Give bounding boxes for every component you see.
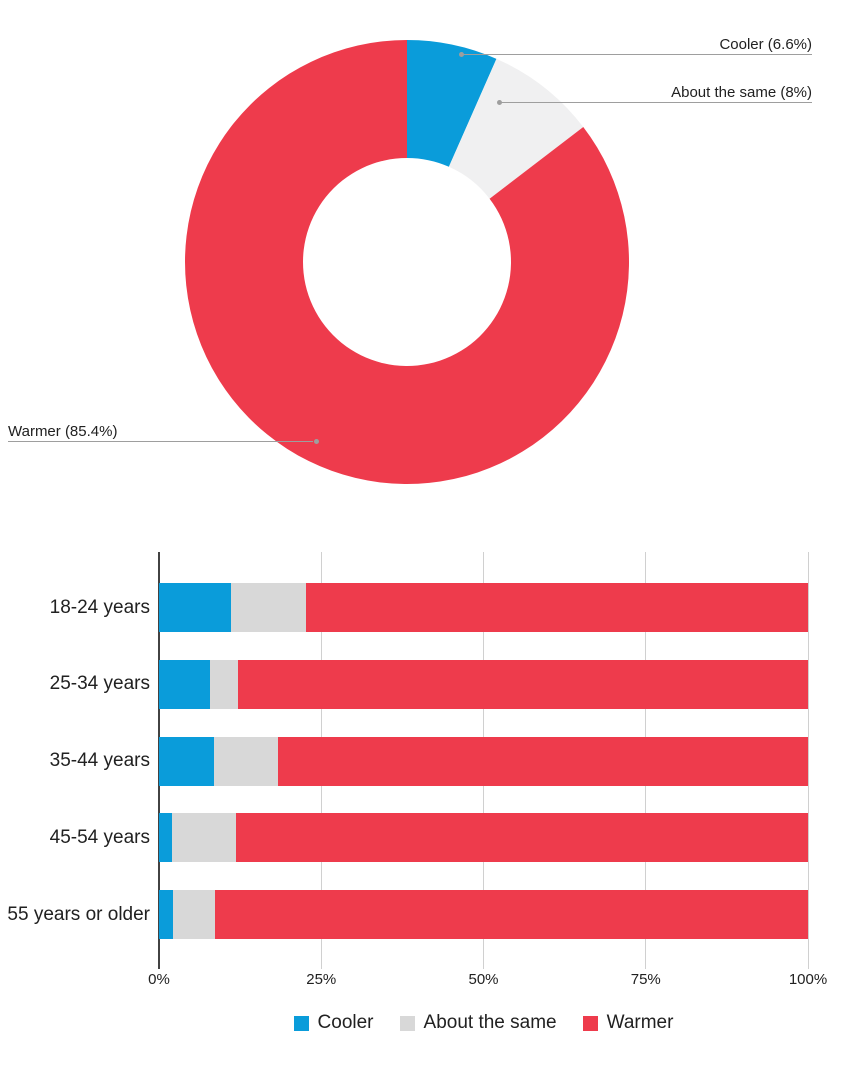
donut-slice-cooler (407, 40, 497, 167)
bar-segment-warmer (214, 890, 808, 939)
donut-chart: Cooler (6.6%) About the same (8%) Warmer… (8, 36, 812, 485)
bar-row-45-54-years (159, 813, 808, 862)
legend-label: Warmer (606, 1012, 674, 1033)
bar-row-18-24-years (159, 583, 808, 632)
bar-segment-cooler (159, 890, 173, 939)
legend-label: Cooler (317, 1012, 374, 1033)
gridline-100% (807, 552, 809, 969)
bar-segment-warmer (305, 583, 808, 632)
x-tick-label: 50% (468, 971, 499, 988)
leader-dot-warmer (314, 439, 319, 444)
leader-line-warmer (8, 441, 313, 442)
bar-segment-warmer (236, 813, 808, 862)
bar-segment-warmer (278, 737, 808, 786)
donut-slice-about-the-same (448, 58, 584, 199)
leader-dot-cooler (459, 52, 464, 57)
bar-row-55-years-or-older (159, 890, 808, 939)
leader-line-about-the-same (499, 102, 812, 103)
bar-segment-cooler (159, 583, 232, 632)
x-tick-label: 100% (788, 971, 828, 988)
bar-plot-area (158, 552, 809, 969)
leader-dot-about-the-same (497, 100, 502, 105)
bar-segment-cooler (159, 660, 211, 709)
bar-segment-warmer (238, 660, 808, 709)
x-axis-tick-labels: 0% 25% 50% 75% 100% (0, 971, 843, 991)
bar-segment-about-the-same (171, 813, 237, 862)
stacked-bar-chart: 18-24 years 25-34 years 35-44 years 45-54 y… (0, 540, 843, 1069)
donut-svg (185, 40, 630, 485)
category-label: 55 years or older (7, 904, 150, 925)
x-tick-label: 0% (148, 971, 170, 988)
legend-label: About the same (423, 1012, 557, 1033)
category-axis-labels: 18-24 years 25-34 years 35-44 years 45-54 y… (0, 552, 150, 963)
donut-slice-warmer (185, 40, 630, 485)
category-label: 35-44 years (49, 750, 150, 771)
bar-segment-about-the-same (214, 737, 279, 786)
donut-callout-cooler: Cooler (6.6%) (719, 36, 812, 53)
legend-item-cooler: Cooler (293, 1012, 374, 1034)
leader-line-cooler (461, 54, 812, 55)
donut-callout-about-the-same: About the same (8%) (671, 84, 812, 101)
category-label: 18-24 years (49, 597, 150, 618)
category-label: 25-34 years (49, 673, 150, 694)
bar-segment-about-the-same (172, 890, 215, 939)
bar-segment-cooler (159, 813, 172, 862)
bar-row-35-44-years (159, 737, 808, 786)
bar-row-25-34-years (159, 660, 808, 709)
category-label: 45-54 years (49, 827, 150, 848)
x-tick-label: 25% (306, 971, 337, 988)
bar-segment-about-the-same (210, 660, 239, 709)
legend-swatch (293, 1015, 309, 1031)
legend-item-warmer: Warmer (582, 1012, 674, 1034)
donut-callout-warmer: Warmer (85.4%) (8, 423, 118, 440)
legend-item-about-the-same: About the same (399, 1012, 557, 1034)
x-tick-label: 75% (630, 971, 661, 988)
legend-swatch (399, 1015, 415, 1031)
bar-segment-about-the-same (231, 583, 306, 632)
bar-segment-cooler (159, 737, 215, 786)
chart-legend: Cooler About the same Warmer (159, 1012, 808, 1034)
legend-swatch (582, 1015, 598, 1031)
